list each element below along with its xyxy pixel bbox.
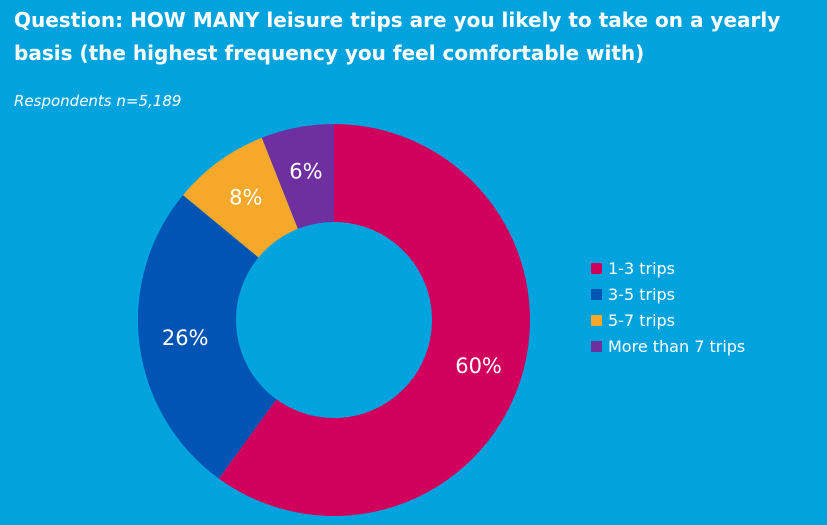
chart-legend: 1-3 trips 3-5 trips 5-7 trips More than 7 t…: [591, 255, 745, 359]
chart-title: Question: HOW MANY leisure trips are you…: [14, 8, 781, 65]
chart-subtitle: Respondents n=5,189: [14, 92, 182, 110]
legend-label: 1-3 trips: [608, 258, 676, 278]
legend-label: More than 7 trips: [608, 336, 746, 356]
legend-item-2: 3-5 trips: [591, 281, 745, 307]
legend-item-1: 1-3 trips: [591, 255, 745, 281]
slice-label-4: 6%: [289, 160, 322, 184]
legend-swatch: [591, 314, 602, 326]
legend-swatch: [591, 262, 602, 274]
slice-label-1: 60%: [455, 354, 502, 378]
slice-label-2: 26%: [162, 326, 209, 350]
donut-slice-1: [218, 124, 530, 516]
legend-swatch: [591, 340, 602, 352]
donut-slice-4: [261, 124, 334, 229]
donut-slice-2: [137, 195, 277, 479]
legend-item-3: 5-7 trips: [591, 307, 745, 333]
legend-label: 5-7 trips: [608, 310, 676, 330]
donut-slice-3: [182, 137, 298, 258]
slice-label-3: 8%: [229, 186, 262, 210]
legend-swatch: [591, 288, 602, 300]
legend-label: 3-5 trips: [608, 284, 676, 304]
legend-item-4: More than 7 trips: [591, 333, 745, 359]
